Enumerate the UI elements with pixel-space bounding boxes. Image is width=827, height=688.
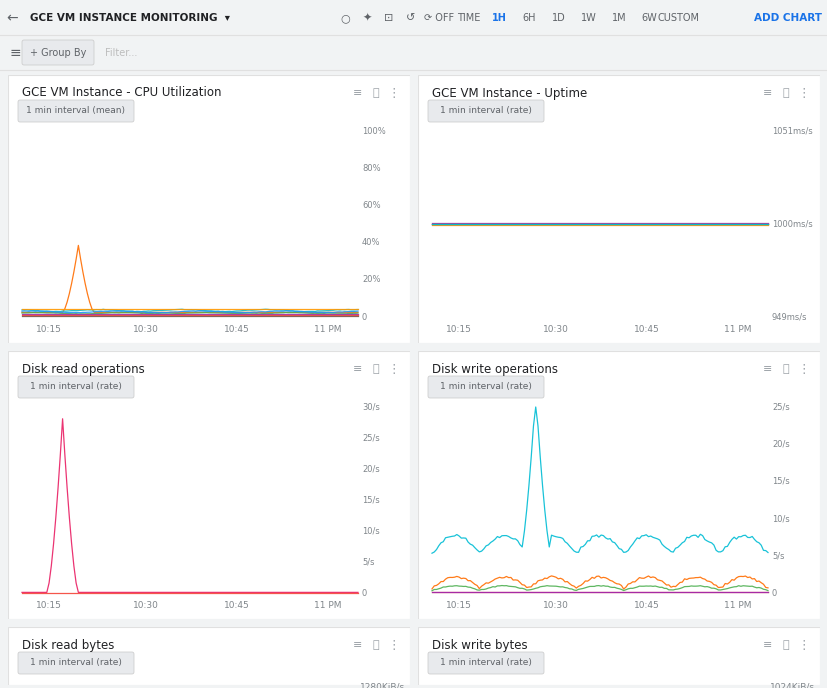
Text: ○: ○ <box>340 13 350 23</box>
Text: 11 PM: 11 PM <box>313 325 341 334</box>
Text: 1 min interval (rate): 1 min interval (rate) <box>439 383 531 391</box>
Text: 20/s: 20/s <box>771 440 789 449</box>
Text: 25/s: 25/s <box>771 402 789 411</box>
Text: 11 PM: 11 PM <box>313 601 341 610</box>
Text: 20/s: 20/s <box>361 464 380 473</box>
Text: 10:15: 10:15 <box>446 601 471 610</box>
Text: ≡: ≡ <box>353 364 362 374</box>
Text: Disk write operations: Disk write operations <box>432 363 557 376</box>
FancyBboxPatch shape <box>18 100 134 122</box>
Text: 949ms/s: 949ms/s <box>771 312 806 321</box>
Text: 100%: 100% <box>361 127 385 136</box>
Text: 10:30: 10:30 <box>133 325 159 334</box>
Text: ≡: ≡ <box>762 88 772 98</box>
Text: 15/s: 15/s <box>771 477 789 486</box>
Text: 0: 0 <box>361 312 367 321</box>
Text: ⛶: ⛶ <box>372 88 379 98</box>
Text: TIME: TIME <box>457 13 480 23</box>
Text: ⟳ OFF: ⟳ OFF <box>423 13 453 23</box>
FancyBboxPatch shape <box>428 376 543 398</box>
Text: ⛶: ⛶ <box>782 88 788 98</box>
Text: 10:15: 10:15 <box>36 325 62 334</box>
Text: ←: ← <box>6 11 18 25</box>
Text: ⊡: ⊡ <box>384 13 393 23</box>
FancyBboxPatch shape <box>428 652 543 674</box>
Text: 10:45: 10:45 <box>224 325 250 334</box>
Text: ⛶: ⛶ <box>782 364 788 374</box>
Text: 1051ms/s: 1051ms/s <box>771 127 812 136</box>
Text: 6W: 6W <box>640 13 656 23</box>
Text: 1 min interval (rate): 1 min interval (rate) <box>439 658 531 667</box>
Text: 40%: 40% <box>361 238 380 247</box>
Text: ⋮: ⋮ <box>796 363 810 376</box>
Text: 10:15: 10:15 <box>446 325 471 334</box>
Text: 11 PM: 11 PM <box>723 601 751 610</box>
Text: ≡: ≡ <box>353 640 362 650</box>
Text: 25/s: 25/s <box>361 433 380 442</box>
Text: 10:30: 10:30 <box>133 601 159 610</box>
Text: 1H: 1H <box>491 13 506 23</box>
Text: 1M: 1M <box>611 13 625 23</box>
Text: ✦: ✦ <box>362 13 371 23</box>
Text: Disk read operations: Disk read operations <box>22 363 145 376</box>
Text: ≡: ≡ <box>762 640 772 650</box>
Text: ≡: ≡ <box>10 46 22 60</box>
Text: 10:15: 10:15 <box>36 601 62 610</box>
Text: 1280KiB/s: 1280KiB/s <box>360 682 404 688</box>
Text: ≡: ≡ <box>353 88 362 98</box>
Text: 1 min interval (mean): 1 min interval (mean) <box>26 107 126 116</box>
Text: 1D: 1D <box>552 13 565 23</box>
Text: ADD CHART: ADD CHART <box>753 13 821 23</box>
Text: 5/s: 5/s <box>771 551 783 560</box>
FancyBboxPatch shape <box>22 40 94 65</box>
Text: 1024KiB/s: 1024KiB/s <box>769 682 814 688</box>
Text: GCE VM Instance - Uptime: GCE VM Instance - Uptime <box>432 87 586 100</box>
Text: 20%: 20% <box>361 275 380 284</box>
Text: 80%: 80% <box>361 164 380 173</box>
Text: 60%: 60% <box>361 201 380 210</box>
Text: Filter...: Filter... <box>105 48 137 58</box>
Text: ⋮: ⋮ <box>387 87 399 100</box>
FancyBboxPatch shape <box>18 652 134 674</box>
Text: ⛶: ⛶ <box>372 640 379 650</box>
Text: 10:30: 10:30 <box>543 601 569 610</box>
Text: 1000ms/s: 1000ms/s <box>771 219 812 228</box>
Text: CUSTOM: CUSTOM <box>657 13 699 23</box>
Text: Disk write bytes: Disk write bytes <box>432 638 527 652</box>
FancyBboxPatch shape <box>18 376 134 398</box>
Text: ⋮: ⋮ <box>796 638 810 652</box>
Text: GCE VM Instance - CPU Utilization: GCE VM Instance - CPU Utilization <box>22 87 222 100</box>
Text: 0: 0 <box>771 588 777 597</box>
Text: GCE VM INSTANCE MONITORING  ▾: GCE VM INSTANCE MONITORING ▾ <box>30 13 230 23</box>
Text: + Group By: + Group By <box>30 48 86 58</box>
Text: ↺: ↺ <box>406 13 415 23</box>
Text: ⋮: ⋮ <box>796 87 810 100</box>
Text: 1W: 1W <box>581 13 596 23</box>
Text: 10/s: 10/s <box>361 526 380 535</box>
Text: Disk read bytes: Disk read bytes <box>22 638 114 652</box>
Text: 6H: 6H <box>522 13 535 23</box>
Text: 10:45: 10:45 <box>633 325 659 334</box>
Text: ⛶: ⛶ <box>782 640 788 650</box>
Text: 10:45: 10:45 <box>224 601 250 610</box>
Text: ⛶: ⛶ <box>372 364 379 374</box>
Text: 10/s: 10/s <box>771 514 789 523</box>
Text: 10:30: 10:30 <box>543 325 569 334</box>
Text: 0: 0 <box>361 588 367 597</box>
Text: ≡: ≡ <box>762 364 772 374</box>
Text: 5/s: 5/s <box>361 557 374 566</box>
Text: 1 min interval (rate): 1 min interval (rate) <box>30 658 122 667</box>
Text: 30/s: 30/s <box>361 402 380 411</box>
Text: 1 min interval (rate): 1 min interval (rate) <box>439 107 531 116</box>
Text: 15/s: 15/s <box>361 495 380 504</box>
Text: 10:45: 10:45 <box>633 601 659 610</box>
Text: ⋮: ⋮ <box>387 638 399 652</box>
Text: ⋮: ⋮ <box>387 363 399 376</box>
Text: 11 PM: 11 PM <box>723 325 751 334</box>
Text: 1 min interval (rate): 1 min interval (rate) <box>30 383 122 391</box>
FancyBboxPatch shape <box>428 100 543 122</box>
